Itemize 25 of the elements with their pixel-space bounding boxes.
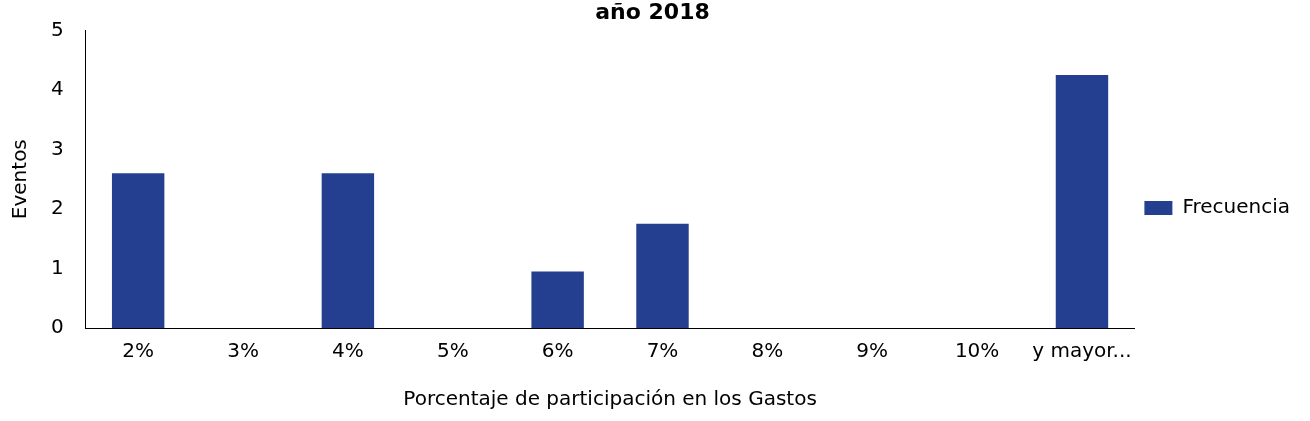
x-tick-label: 4% xyxy=(332,338,364,363)
x-tick-label: 2% xyxy=(122,338,155,363)
x-axis-title: Porcentaje de participación en los Gastos xyxy=(403,386,817,411)
y-axis-title: Eventos xyxy=(7,139,32,220)
bar xyxy=(531,271,584,328)
x-tick-label: 9% xyxy=(856,338,889,363)
x-tick-label: 5% xyxy=(436,338,469,363)
legend-label: Frecuencia xyxy=(1182,194,1291,219)
x-tick-label: 8% xyxy=(751,338,784,363)
x-tick-label: 10% xyxy=(954,338,1000,363)
x-tick-label: y mayor... xyxy=(1032,338,1132,363)
bar xyxy=(636,223,689,328)
y-tick-label: 0 xyxy=(50,314,64,339)
y-tick-label: 5 xyxy=(50,16,64,41)
x-tick-label: 6% xyxy=(541,338,574,363)
y-tick-label: 1 xyxy=(50,254,64,279)
bar xyxy=(1055,75,1109,328)
y-tick-label: 4 xyxy=(50,76,64,101)
bar xyxy=(111,173,165,328)
chart-title: año 2018 xyxy=(595,0,710,24)
x-tick-label: 7% xyxy=(646,338,679,363)
bar xyxy=(321,173,375,328)
x-tick-label: 3% xyxy=(227,338,259,363)
y-tick-label: 3 xyxy=(50,135,64,160)
y-tick-label: 2 xyxy=(50,195,64,220)
